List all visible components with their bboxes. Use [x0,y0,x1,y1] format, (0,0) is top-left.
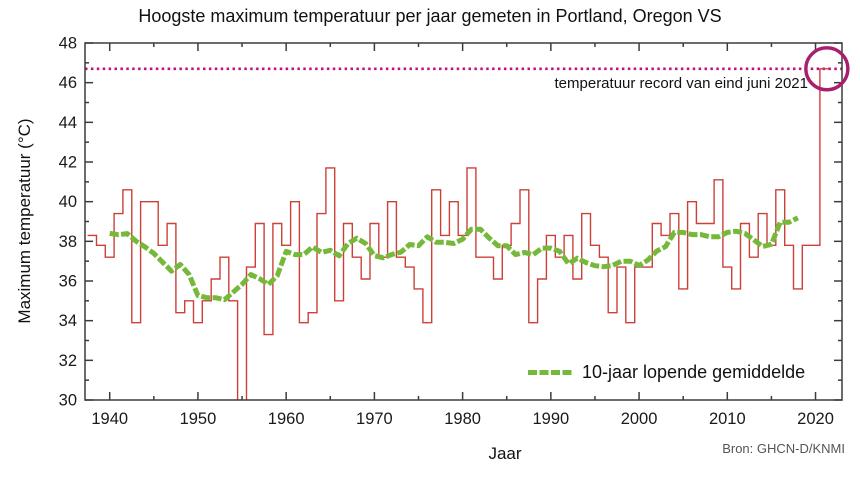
y-tick-label: 32 [59,352,77,370]
y-tick-label: 38 [59,233,77,251]
x-tick-label: 1960 [268,410,305,428]
x-tick-label: 2020 [797,410,834,428]
y-tick-label: 48 [59,35,77,53]
x-tick-label: 1990 [532,410,569,428]
y-tick-label: 40 [59,193,77,211]
x-tick-label: 2000 [621,410,658,428]
x-axis-label: Jaar [488,444,522,463]
record-highlight-circle [804,46,850,92]
y-tick-label: 36 [59,273,77,291]
y-tick-label: 34 [59,312,77,330]
x-tick-label: 1970 [356,410,393,428]
x-tick-label: 1940 [91,410,128,428]
x-tick-label: 1980 [444,410,481,428]
running-mean-legend-sample [528,369,572,375]
y-tick-label: 42 [59,154,77,172]
y-tick-label: 44 [59,114,77,132]
y-tick-label: 46 [59,74,77,92]
yearly-max-series [87,68,829,400]
chart-title: Hoogste maximum temperatuur per jaar gem… [138,6,722,26]
source-credit: Bron: GHCN-D/KNMI [722,441,845,456]
running-mean-series [109,215,800,303]
plot-border [84,42,843,401]
running-mean-legend-label: 10-jaar lopende gemiddelde [582,361,806,382]
x-tick-label: 2010 [709,410,746,428]
record-annotation: temperatuur record van eind juni 2021 [554,75,809,92]
legend: 10-jaar lopende gemiddelde [528,361,805,383]
y-tick-label: 30 [59,392,77,410]
x-tick-label: 1950 [180,410,217,428]
